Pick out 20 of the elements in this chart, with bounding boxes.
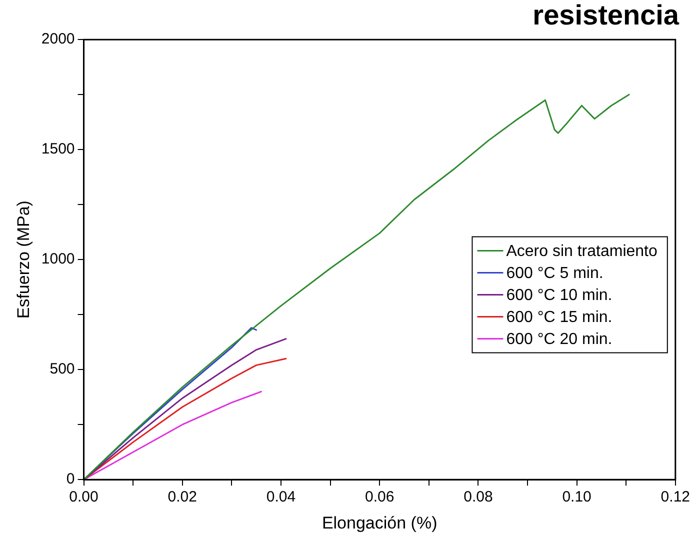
legend-label: Acero sin tratamiento <box>506 243 658 260</box>
x-axis-title: Elongación (%) <box>322 513 438 532</box>
y-tick-label: 0 <box>66 470 75 488</box>
legend-label: 600 °C 10 min. <box>506 287 612 304</box>
x-tick-label: 0.02 <box>168 488 197 506</box>
chart-title: resistencia <box>532 0 680 31</box>
x-tick-label: 0.00 <box>69 488 98 506</box>
x-tick-label: 0.04 <box>266 488 296 506</box>
x-tick-label: 0.06 <box>364 488 394 506</box>
legend-label: 600 °C 15 min. <box>506 309 612 326</box>
x-tick-label: 0.08 <box>464 488 493 506</box>
y-tick-label: 1500 <box>41 140 75 158</box>
x-tick-label: 0.12 <box>660 488 690 506</box>
legend-label: 600 °C 20 min. <box>506 331 612 348</box>
y-tick-label: 500 <box>50 360 75 378</box>
y-axis-title: Esfuerzo (MPa) <box>14 200 33 319</box>
y-tick-label: 2000 <box>41 30 75 48</box>
x-tick-label: 0.10 <box>562 488 592 506</box>
legend-label: 600 °C 5 min. <box>506 265 604 282</box>
y-tick-label: 1000 <box>41 250 75 268</box>
